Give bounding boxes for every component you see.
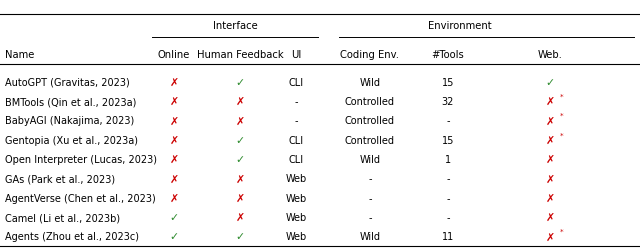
Text: Controlled: Controlled xyxy=(345,116,395,126)
Text: ✗: ✗ xyxy=(546,193,555,203)
Text: -: - xyxy=(446,116,450,126)
Text: -: - xyxy=(368,212,372,222)
Text: ✗: ✗ xyxy=(170,78,179,88)
Text: BabyAGI (Nakajima, 2023): BabyAGI (Nakajima, 2023) xyxy=(5,116,134,126)
Text: Open Interpreter (Lucas, 2023): Open Interpreter (Lucas, 2023) xyxy=(5,154,157,164)
Text: ✗: ✗ xyxy=(546,212,555,222)
Text: Web: Web xyxy=(285,174,307,184)
Text: -: - xyxy=(368,193,372,203)
Text: -: - xyxy=(446,174,450,184)
Text: Coding Env.: Coding Env. xyxy=(340,50,399,60)
Text: ✗: ✗ xyxy=(546,174,555,184)
Text: -: - xyxy=(294,116,298,126)
Text: ✗: ✗ xyxy=(170,97,179,107)
Text: ✗: ✗ xyxy=(170,154,179,164)
Text: Human Feedback: Human Feedback xyxy=(196,50,284,60)
Text: -: - xyxy=(446,193,450,203)
Text: ✗: ✗ xyxy=(170,174,179,184)
Text: *: * xyxy=(559,112,563,118)
Text: Camel (Li et al., 2023b): Camel (Li et al., 2023b) xyxy=(5,212,120,222)
Text: ✓: ✓ xyxy=(236,154,244,164)
Text: Web: Web xyxy=(285,193,307,203)
Text: -: - xyxy=(446,212,450,222)
Text: Wild: Wild xyxy=(360,232,380,241)
Text: GAs (Park et al., 2023): GAs (Park et al., 2023) xyxy=(5,174,115,184)
Text: ✗: ✗ xyxy=(170,135,179,145)
Text: Controlled: Controlled xyxy=(345,97,395,107)
Text: #Tools: #Tools xyxy=(431,50,465,60)
Text: ✓: ✓ xyxy=(546,78,555,88)
Text: ✗: ✗ xyxy=(546,232,555,241)
Text: ✗: ✗ xyxy=(170,116,179,126)
Text: ✗: ✗ xyxy=(236,97,244,107)
Text: ✗: ✗ xyxy=(546,154,555,164)
Text: 11: 11 xyxy=(442,232,454,241)
Text: ✓: ✓ xyxy=(236,135,244,145)
Text: ✗: ✗ xyxy=(170,193,179,203)
Text: Wild: Wild xyxy=(360,154,380,164)
Text: ✗: ✗ xyxy=(546,135,555,145)
Text: ✗: ✗ xyxy=(236,174,244,184)
Text: 15: 15 xyxy=(442,78,454,88)
Text: Agents (Zhou et al., 2023c): Agents (Zhou et al., 2023c) xyxy=(5,232,139,241)
Text: *: * xyxy=(559,228,563,234)
Text: Gentopia (Xu et al., 2023a): Gentopia (Xu et al., 2023a) xyxy=(5,135,138,145)
Text: -: - xyxy=(368,174,372,184)
Text: 32: 32 xyxy=(442,97,454,107)
Text: Wild: Wild xyxy=(360,78,380,88)
Text: ✓: ✓ xyxy=(236,78,244,88)
Text: -: - xyxy=(294,97,298,107)
Text: ✗: ✗ xyxy=(236,193,244,203)
Text: CLI: CLI xyxy=(289,154,304,164)
Text: *: * xyxy=(559,93,563,99)
Text: Interface: Interface xyxy=(213,21,257,31)
Text: UI: UI xyxy=(291,50,301,60)
Text: ✓: ✓ xyxy=(170,232,179,241)
Text: Controlled: Controlled xyxy=(345,135,395,145)
Text: Web.: Web. xyxy=(538,50,563,60)
Text: AutoGPT (Gravitas, 2023): AutoGPT (Gravitas, 2023) xyxy=(5,78,130,88)
Text: 1: 1 xyxy=(445,154,451,164)
Text: Name: Name xyxy=(5,50,35,60)
Text: ✗: ✗ xyxy=(546,97,555,107)
Text: CLI: CLI xyxy=(289,135,304,145)
Text: *: * xyxy=(559,132,563,138)
Text: ✗: ✗ xyxy=(236,212,244,222)
Text: ✓: ✓ xyxy=(170,212,179,222)
Text: BMTools (Qin et al., 2023a): BMTools (Qin et al., 2023a) xyxy=(5,97,136,107)
Text: CLI: CLI xyxy=(289,78,304,88)
Text: ✓: ✓ xyxy=(236,232,244,241)
Text: ✗: ✗ xyxy=(546,116,555,126)
Text: Environment: Environment xyxy=(428,21,492,31)
Text: ✗: ✗ xyxy=(236,116,244,126)
Text: 15: 15 xyxy=(442,135,454,145)
Text: Web: Web xyxy=(285,212,307,222)
Text: Web: Web xyxy=(285,232,307,241)
Text: AgentVerse (Chen et al., 2023): AgentVerse (Chen et al., 2023) xyxy=(5,193,156,203)
Text: Online: Online xyxy=(158,50,190,60)
